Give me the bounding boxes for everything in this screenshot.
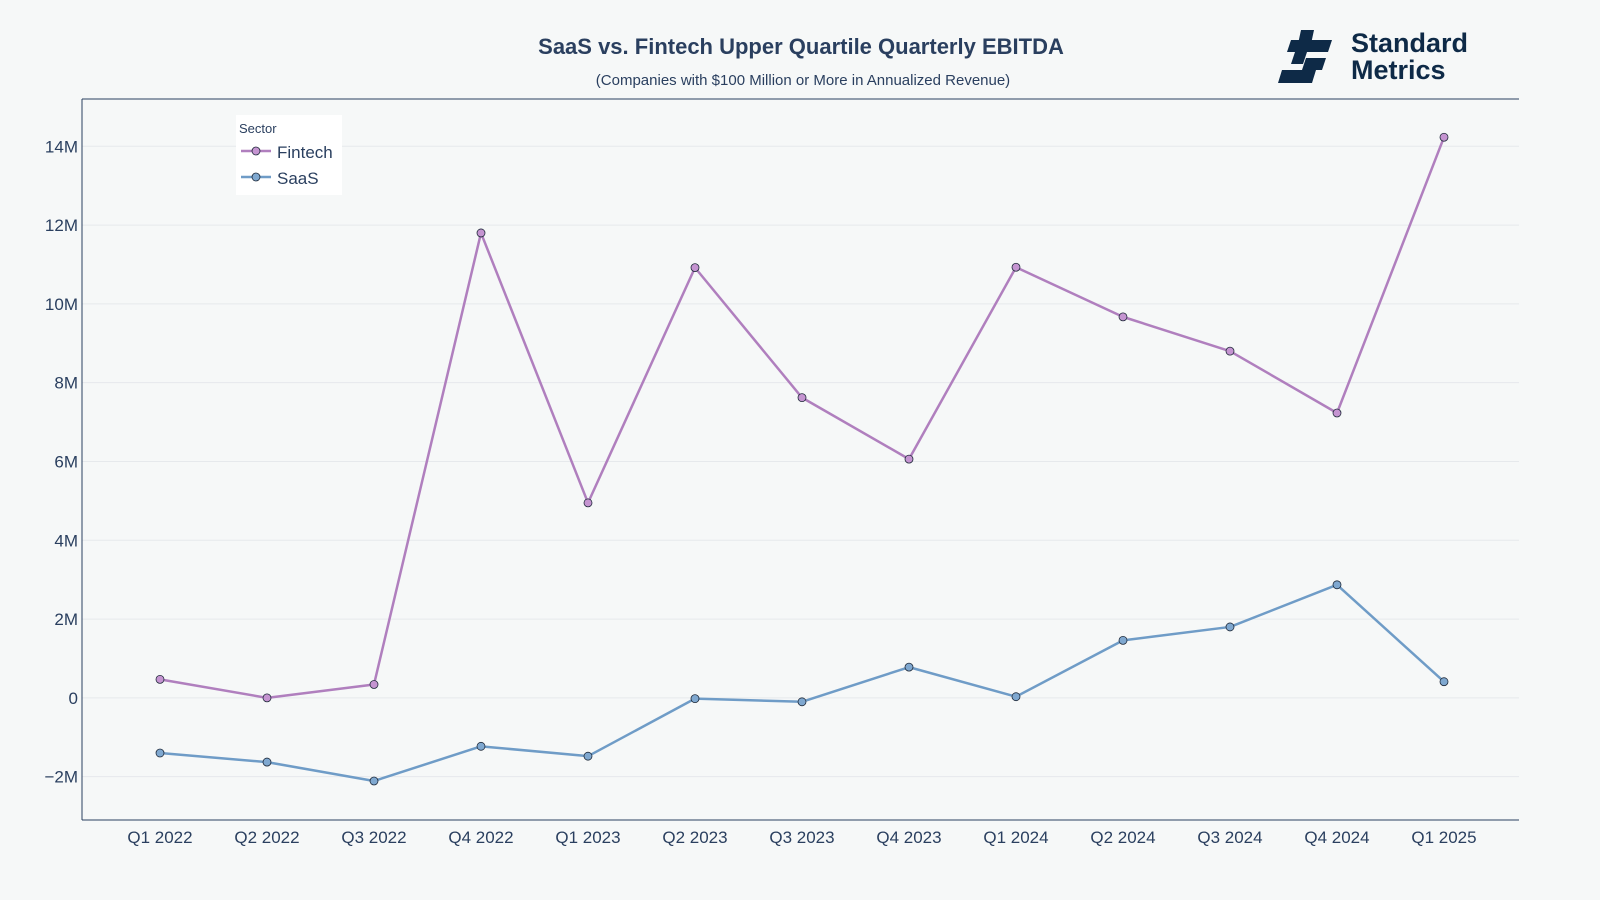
y-tick-labels: −2M 0 2M 4M 6M 8M 10M 12M 14M (44, 137, 78, 786)
data-point-fintech[interactable] (1118, 312, 1128, 322)
x-tick-label: Q3 2022 (341, 828, 406, 847)
x-tick-label: Q3 2023 (769, 828, 834, 847)
data-point-fintech[interactable] (262, 693, 272, 703)
data-point-fintech[interactable] (1225, 346, 1235, 356)
chart-title: SaaS vs. Fintech Upper Quartile Quarterl… (538, 34, 1064, 59)
legend-item-saas[interactable]: SaaS (241, 169, 319, 188)
logo-text-metrics: Metrics (1351, 55, 1446, 85)
x-tick-labels: Q1 2022 Q2 2022 Q3 2022 Q4 2022 Q1 2023 Q2 20… (127, 828, 1476, 847)
logo-text-standard: Standard (1351, 28, 1468, 58)
data-point-fintech[interactable] (1011, 262, 1021, 272)
y-tick-label: 14M (45, 137, 78, 156)
legend: Sector Fintech SaaS (236, 115, 342, 195)
data-point-saas[interactable] (904, 662, 914, 672)
data-point-saas[interactable] (155, 748, 165, 758)
data-point-fintech[interactable] (476, 228, 486, 238)
series-lines (159, 136, 1446, 783)
y-tick-label: 4M (54, 531, 78, 550)
legend-marker-saas (251, 172, 261, 182)
data-point-saas[interactable] (1118, 635, 1128, 645)
gridlines (82, 145, 1519, 778)
data-point-fintech[interactable] (369, 680, 379, 689)
data-point-fintech[interactable] (583, 498, 593, 508)
x-tick-label: Q2 2024 (1090, 828, 1155, 847)
data-point-fintech[interactable] (797, 393, 807, 403)
data-point-saas[interactable] (262, 757, 272, 767)
x-tick-label: Q1 2022 (127, 828, 192, 847)
y-tick-label: 0 (69, 689, 78, 708)
data-point-saas[interactable] (690, 694, 700, 704)
y-tick-label: −2M (44, 768, 78, 787)
data-point-saas[interactable] (1011, 692, 1021, 702)
data-point-saas[interactable] (1225, 622, 1235, 632)
x-tick-label: Q4 2024 (1304, 828, 1369, 847)
axes (81, 98, 1519, 821)
chart-subtitle: (Companies with $100 Million or More in … (596, 72, 1010, 89)
data-point-saas[interactable] (1332, 580, 1342, 590)
series-line-fintech (159, 136, 1446, 700)
x-tick-label: Q2 2022 (234, 828, 299, 847)
x-tick-label: Q4 2023 (876, 828, 941, 847)
data-point-saas[interactable] (1439, 677, 1449, 687)
y-tick-label: 2M (54, 610, 78, 629)
x-tick-label: Q1 2024 (983, 828, 1048, 847)
legend-box (236, 115, 342, 195)
x-tick-label: Q3 2024 (1197, 828, 1262, 847)
legend-title: Sector (239, 121, 277, 136)
legend-label-fintech: Fintech (277, 143, 333, 162)
data-point-fintech[interactable] (904, 454, 914, 464)
y-tick-label: 12M (45, 216, 78, 235)
x-tick-label: Q4 2022 (448, 828, 513, 847)
x-tick-label: Q1 2023 (555, 828, 620, 847)
y-tick-label: 10M (45, 295, 78, 314)
standard-metrics-logo-icon (1278, 30, 1332, 83)
x-tick-label: Q1 2025 (1411, 828, 1476, 847)
brand-logo: Standard Metrics (1278, 28, 1468, 85)
data-point-saas[interactable] (476, 741, 486, 751)
series-line-saas (159, 583, 1445, 783)
y-tick-label: 6M (54, 452, 78, 471)
y-tick-label: 8M (54, 374, 78, 393)
data-point-fintech[interactable] (1332, 408, 1342, 418)
x-tick-label: Q2 2023 (662, 828, 727, 847)
legend-marker-fintech (251, 146, 261, 156)
legend-item-fintech[interactable]: Fintech (241, 143, 333, 162)
data-point-saas[interactable] (797, 697, 807, 707)
series-markers (155, 132, 1449, 786)
data-point-saas[interactable] (369, 776, 379, 786)
data-point-saas[interactable] (583, 751, 593, 761)
legend-label-saas: SaaS (277, 169, 319, 188)
data-point-fintech[interactable] (1439, 132, 1449, 142)
data-point-fintech[interactable] (690, 263, 700, 273)
data-point-fintech[interactable] (155, 674, 165, 684)
